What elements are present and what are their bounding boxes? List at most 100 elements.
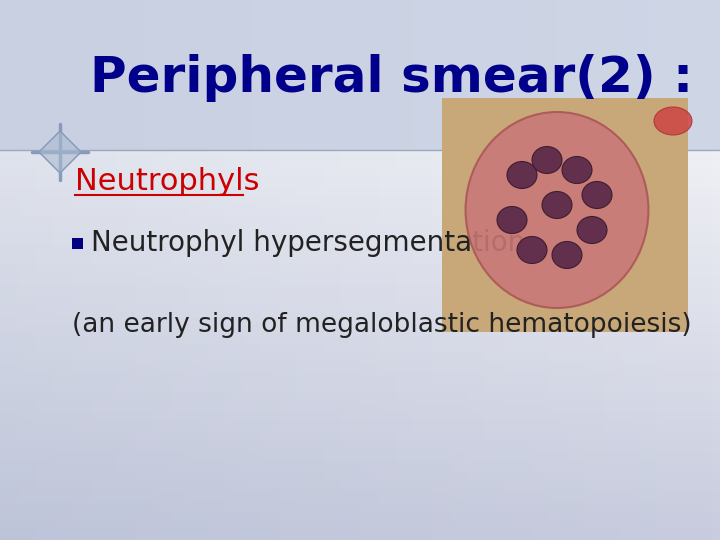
- Bar: [522, 0, 540, 150]
- Bar: [0, 189, 720, 195]
- Bar: [0, 183, 720, 189]
- Bar: [549, 0, 558, 540]
- Bar: [0, 14, 720, 20]
- Bar: [243, 0, 252, 540]
- Bar: [702, 0, 711, 540]
- Ellipse shape: [542, 192, 572, 219]
- Ellipse shape: [497, 206, 527, 233]
- Ellipse shape: [466, 112, 649, 308]
- Bar: [0, 230, 720, 237]
- Bar: [153, 0, 162, 540]
- Bar: [99, 0, 108, 540]
- Bar: [0, 534, 720, 540]
- Bar: [0, 519, 720, 526]
- Bar: [315, 0, 324, 540]
- Bar: [432, 0, 441, 540]
- Ellipse shape: [552, 241, 582, 268]
- Bar: [558, 0, 576, 150]
- Bar: [648, 0, 657, 540]
- Bar: [0, 47, 720, 54]
- Bar: [666, 0, 684, 150]
- Text: (an early sign of megaloblastic hematopoiesis): (an early sign of megaloblastic hematopo…: [72, 312, 692, 338]
- Bar: [135, 0, 144, 540]
- Bar: [0, 324, 720, 330]
- Bar: [387, 0, 396, 540]
- Bar: [0, 399, 720, 405]
- Bar: [342, 0, 351, 540]
- Bar: [0, 446, 720, 453]
- Bar: [0, 216, 720, 222]
- Bar: [36, 0, 45, 540]
- Bar: [351, 0, 360, 540]
- Bar: [360, 0, 378, 150]
- Bar: [252, 0, 261, 540]
- Bar: [189, 0, 198, 540]
- Bar: [54, 0, 63, 540]
- Bar: [369, 0, 378, 540]
- Bar: [0, 486, 720, 492]
- Bar: [0, 317, 720, 324]
- Bar: [126, 0, 144, 150]
- Bar: [9, 0, 18, 540]
- Bar: [0, 249, 720, 256]
- Bar: [459, 0, 468, 540]
- Bar: [0, 480, 720, 486]
- Bar: [648, 0, 666, 150]
- Bar: [0, 115, 720, 122]
- Bar: [0, 351, 720, 357]
- Ellipse shape: [577, 217, 607, 244]
- Bar: [180, 0, 198, 150]
- Bar: [0, 453, 720, 459]
- Bar: [711, 0, 720, 540]
- Bar: [306, 0, 315, 540]
- Bar: [18, 0, 36, 150]
- Bar: [0, 297, 720, 303]
- Polygon shape: [39, 131, 81, 173]
- Bar: [0, 459, 720, 465]
- Bar: [198, 0, 207, 540]
- Bar: [324, 0, 342, 150]
- Bar: [0, 74, 720, 81]
- Bar: [0, 81, 720, 87]
- Bar: [576, 0, 594, 150]
- Bar: [0, 384, 720, 391]
- Bar: [504, 0, 513, 540]
- Bar: [0, 465, 720, 472]
- Bar: [0, 256, 720, 263]
- Bar: [0, 162, 720, 168]
- Bar: [0, 237, 720, 243]
- Bar: [513, 0, 522, 540]
- Bar: [234, 0, 243, 540]
- Bar: [594, 0, 612, 150]
- Bar: [0, 526, 720, 534]
- Bar: [162, 0, 171, 540]
- Bar: [0, 0, 18, 150]
- Bar: [360, 0, 369, 540]
- Bar: [684, 0, 702, 150]
- Bar: [180, 0, 189, 540]
- Bar: [612, 0, 630, 150]
- Bar: [0, 378, 720, 384]
- Bar: [0, 54, 720, 60]
- Bar: [216, 0, 225, 540]
- Bar: [702, 0, 720, 150]
- Bar: [603, 0, 612, 540]
- Bar: [558, 0, 567, 540]
- Bar: [0, 148, 720, 156]
- Bar: [423, 0, 432, 540]
- Bar: [90, 0, 108, 150]
- Bar: [144, 0, 153, 540]
- Bar: [270, 0, 288, 150]
- Bar: [0, 492, 720, 500]
- Bar: [594, 0, 603, 540]
- Bar: [0, 392, 720, 399]
- Bar: [288, 0, 306, 150]
- Bar: [621, 0, 630, 540]
- Bar: [207, 0, 216, 540]
- Bar: [72, 0, 81, 540]
- Bar: [81, 0, 90, 540]
- Bar: [414, 0, 432, 150]
- Bar: [0, 291, 720, 297]
- Bar: [450, 0, 459, 540]
- Bar: [18, 0, 27, 540]
